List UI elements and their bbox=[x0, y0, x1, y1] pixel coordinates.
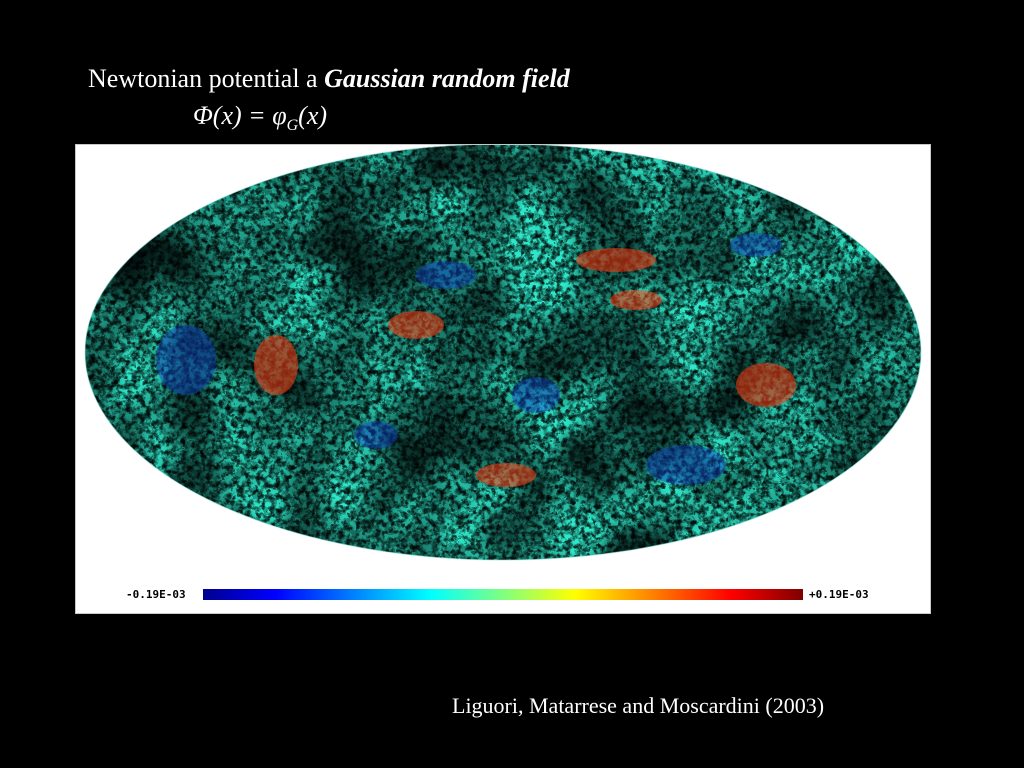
colorbar-max-label: +0.19E-03 bbox=[809, 588, 869, 601]
formula-rhs: (x) bbox=[298, 101, 328, 130]
sky-field bbox=[85, 145, 921, 560]
title-emphasis-text: Gaussian random field bbox=[324, 64, 570, 93]
formula-subscript: G bbox=[286, 117, 299, 134]
slide-title: Newtonian potential a Gaussian random fi… bbox=[88, 62, 570, 96]
mollweide-map bbox=[84, 145, 922, 561]
sky-map-panel: -0.19E-03 +0.19E-03 bbox=[75, 144, 931, 614]
formula-phi: φ bbox=[272, 101, 287, 130]
formula-lhs: Φ(x) = bbox=[193, 101, 273, 130]
colorbar-min-label: -0.19E-03 bbox=[126, 588, 186, 601]
formula: Φ(x) = φG(x) bbox=[193, 100, 327, 142]
title-plain-text: Newtonian potential a bbox=[88, 64, 325, 93]
citation: Liguori, Matarrese and Moscardini (2003) bbox=[452, 693, 825, 718]
colorbar bbox=[203, 589, 803, 600]
